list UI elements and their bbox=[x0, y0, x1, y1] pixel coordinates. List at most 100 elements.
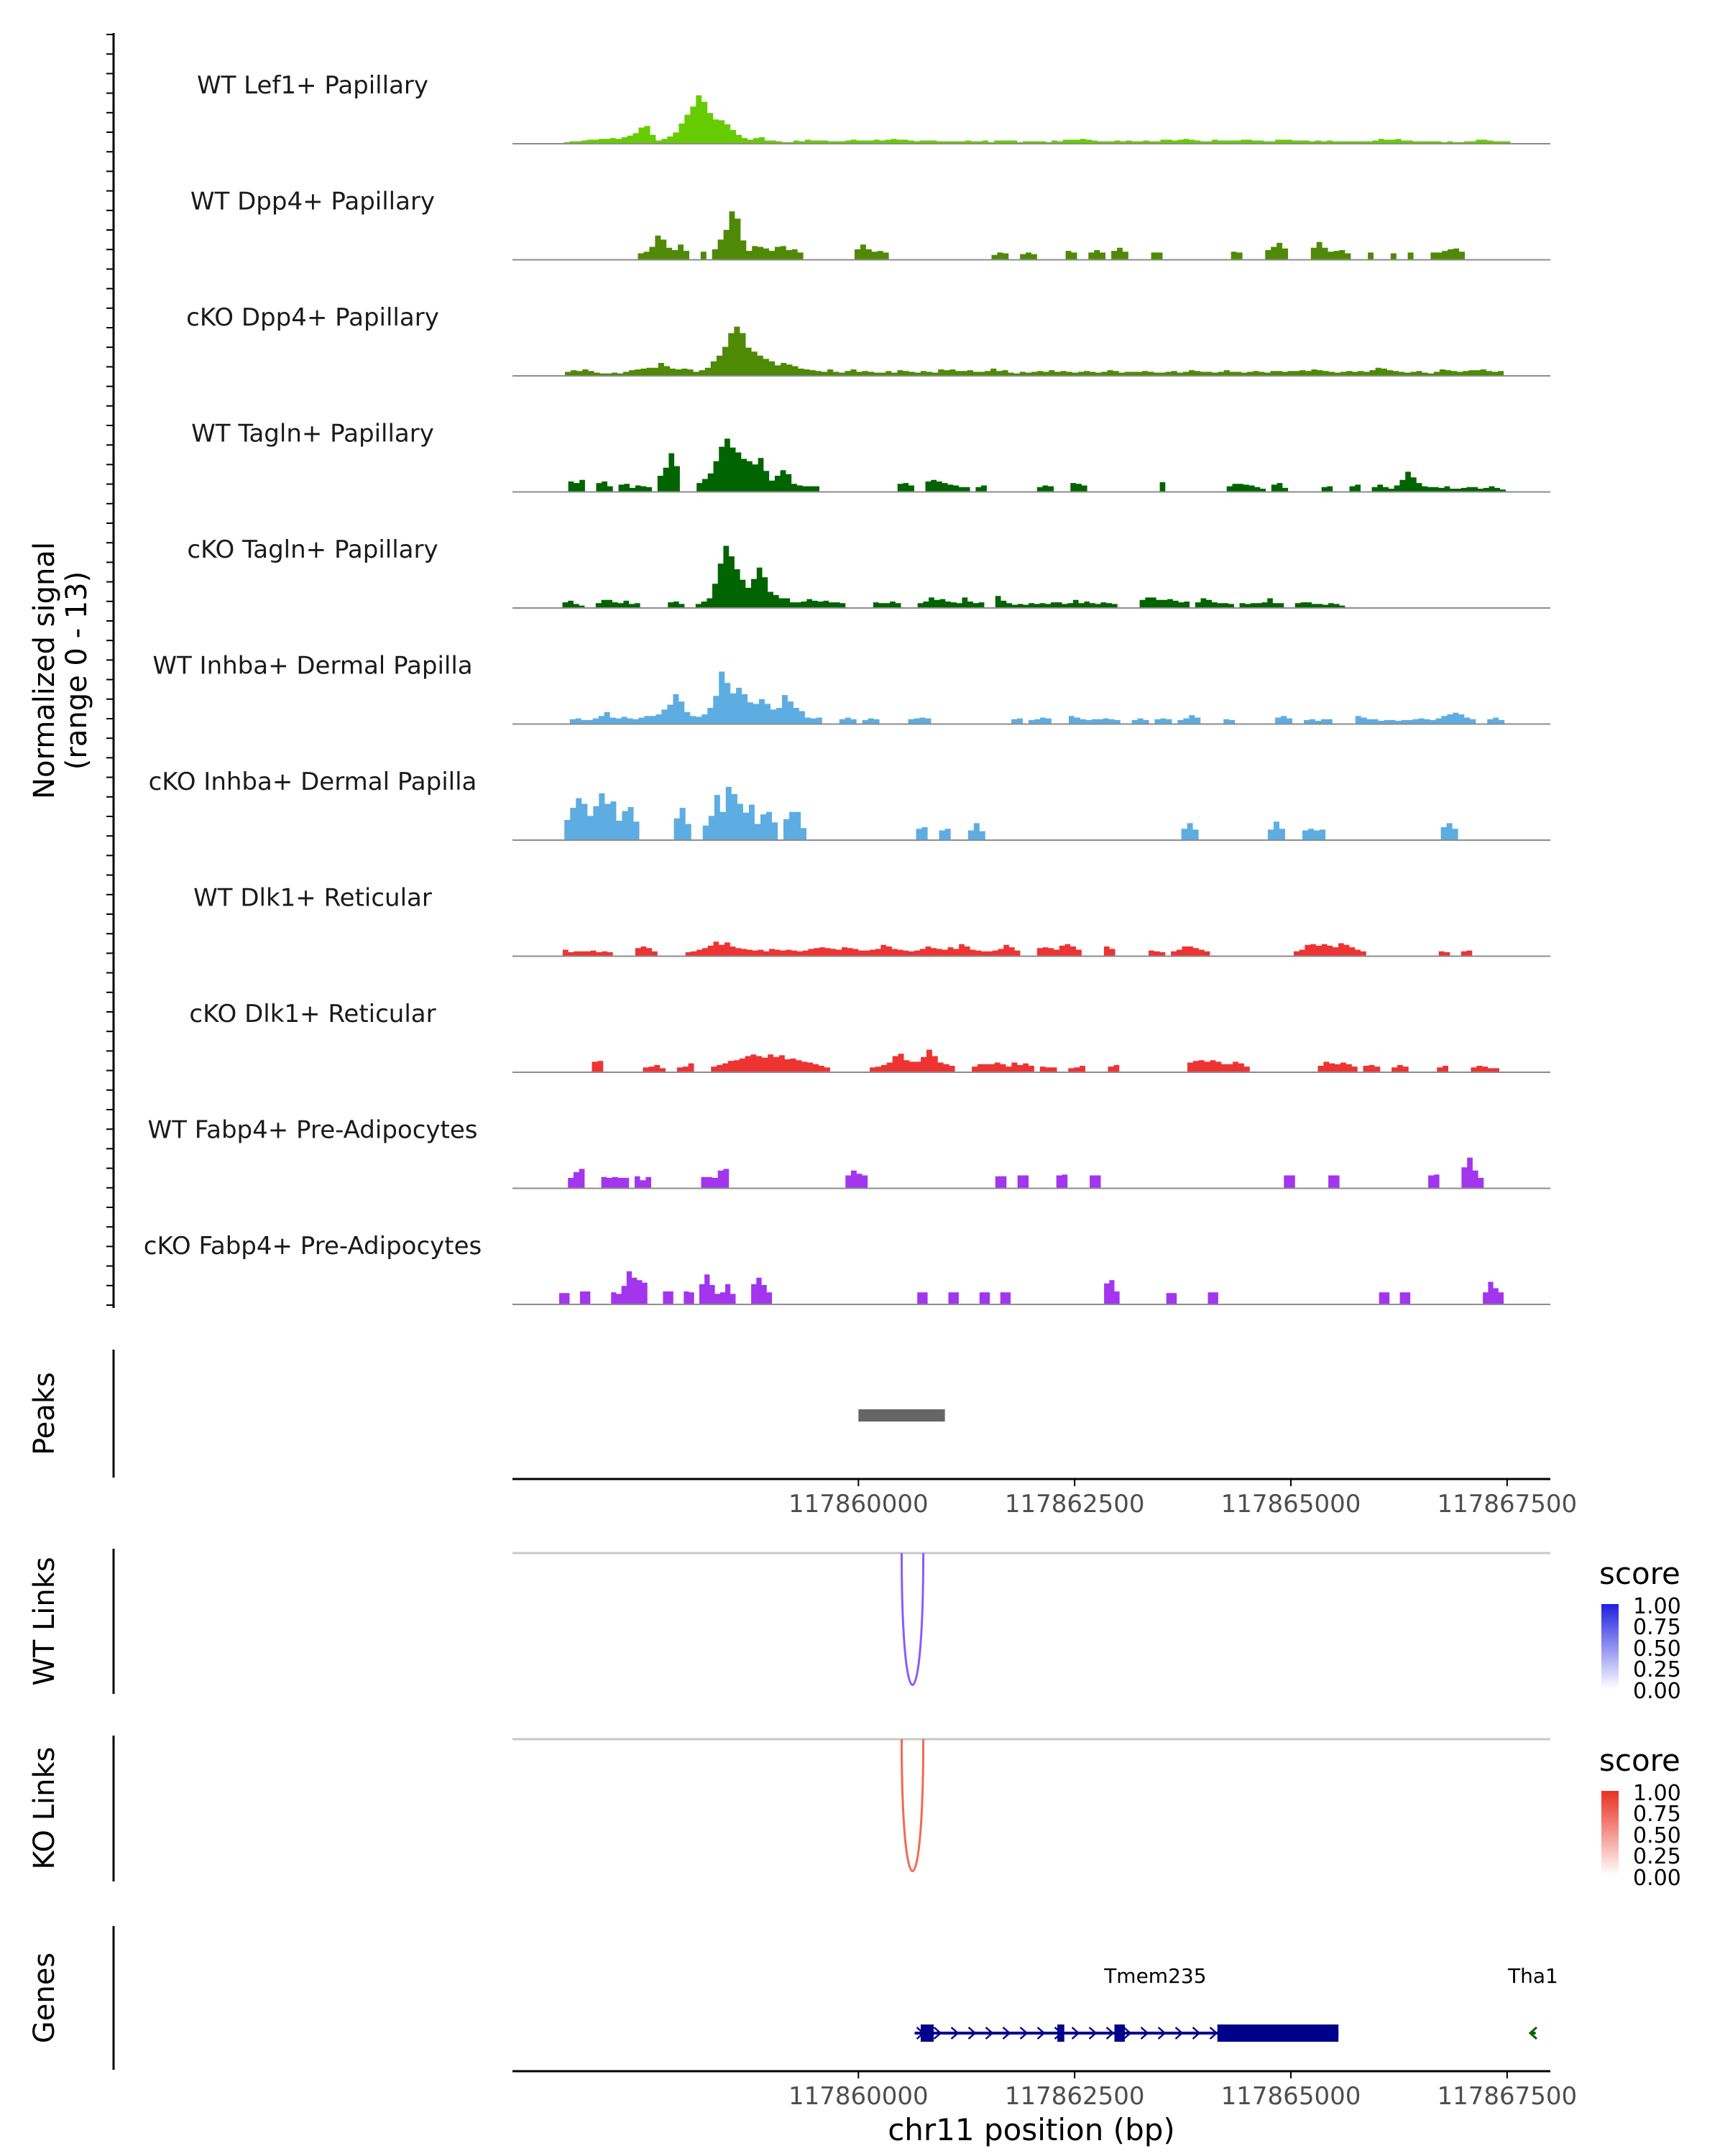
wt-score-legend: score 1.00 0.75 0.50 0.25 0.00 bbox=[1599, 1556, 1681, 1704]
track-label: WT Fabp4+ Pre-Adipocytes bbox=[148, 1116, 478, 1145]
track-3: cKO Dpp4+ Papillary bbox=[186, 303, 1550, 377]
track-area bbox=[512, 1157, 1550, 1189]
track-area bbox=[512, 438, 1550, 492]
ko-legend-tick: 0.25 bbox=[1633, 1844, 1681, 1869]
ko-legend-tick: 0.00 bbox=[1633, 1866, 1681, 1891]
x-tick-label: 117867500 bbox=[1437, 2082, 1577, 2111]
track-label: WT Tagln+ Papillary bbox=[191, 420, 434, 448]
track-label: cKO Tagln+ Papillary bbox=[187, 535, 438, 564]
gene-label: Tmem235 bbox=[1103, 1964, 1206, 1988]
track-label: cKO Inhba+ Dermal Papilla bbox=[149, 768, 477, 796]
x-axis-bottom: 117860000 117862500 117865000 117867500 bbox=[788, 2071, 1577, 2111]
strand-arrow bbox=[1071, 2027, 1080, 2040]
peak-regions bbox=[858, 1409, 945, 1422]
tracks-ylabel-line1: Normalized signal bbox=[28, 542, 61, 799]
x-tick-label: 117862500 bbox=[1005, 1490, 1145, 1519]
tracks-y-axis bbox=[106, 33, 115, 1308]
x-tick-label: 117860000 bbox=[788, 1490, 929, 1519]
track-1: WT Lef1+ Papillary bbox=[197, 71, 1550, 144]
wt-legend-tick: 0.00 bbox=[1633, 1679, 1681, 1704]
strand-arrow bbox=[1140, 2027, 1149, 2040]
track-area bbox=[512, 326, 1550, 376]
ko-legend-tick: 0.50 bbox=[1633, 1823, 1681, 1848]
gene-tha1: Tha1 bbox=[1507, 1964, 1558, 2040]
track-label: cKO Dpp4+ Papillary bbox=[186, 303, 439, 332]
track-label: WT Dpp4+ Papillary bbox=[190, 188, 435, 216]
strand-arrow bbox=[1123, 2027, 1132, 2040]
link-arc bbox=[901, 1738, 925, 1872]
tracks-y-ticks bbox=[106, 34, 114, 1306]
track-area bbox=[512, 1271, 1550, 1304]
strand-arrow bbox=[1019, 2027, 1029, 2040]
strand-arrow bbox=[1105, 2027, 1115, 2040]
x-tick-label: 117865000 bbox=[1221, 2082, 1361, 2111]
ko-legend-colorbar bbox=[1601, 1791, 1619, 1876]
track-6: WT Inhba+ Dermal Papilla bbox=[152, 652, 1550, 725]
tracks-ylabel-line2: (range 0 - 13) bbox=[60, 571, 93, 770]
strand-arrow bbox=[933, 2027, 942, 2040]
wt-legend-tick: 1.00 bbox=[1633, 1594, 1681, 1619]
track-label: cKO Dlk1+ Reticular bbox=[189, 1000, 436, 1028]
strand-arrow bbox=[950, 2027, 960, 2040]
ko-legend-title: score bbox=[1599, 1743, 1680, 1778]
track-9: cKO Dlk1+ Reticular bbox=[189, 1000, 1550, 1073]
x-tick-label: 117867500 bbox=[1437, 1490, 1577, 1519]
track-label: cKO Fabp4+ Pre-Adipocytes bbox=[144, 1232, 482, 1261]
track-5: cKO Tagln+ Papillary bbox=[187, 535, 1550, 609]
x-axis-title: chr11 position (bp) bbox=[888, 2112, 1175, 2147]
link-tracks bbox=[512, 1552, 1550, 1872]
track-10: WT Fabp4+ Pre-Adipocytes bbox=[148, 1116, 1550, 1189]
gene-models: Tmem235 Tha1 bbox=[914, 1964, 1558, 2042]
track-label: WT Dlk1+ Reticular bbox=[193, 884, 432, 913]
strand-arrow bbox=[1088, 2027, 1098, 2040]
genes-label: Genes bbox=[28, 1953, 61, 2043]
ko-links-label: KO Links bbox=[28, 1747, 61, 1870]
ko-legend-tick: 0.75 bbox=[1633, 1802, 1681, 1827]
gene-label: Tha1 bbox=[1507, 1964, 1558, 1988]
wt-legend-tick: 0.50 bbox=[1633, 1636, 1681, 1662]
track-7: cKO Inhba+ Dermal Papilla bbox=[149, 768, 1550, 841]
exon bbox=[920, 2024, 934, 2042]
strand-arrow bbox=[1209, 2027, 1218, 2040]
track-area bbox=[512, 211, 1550, 260]
strand-arrow bbox=[1002, 2027, 1011, 2040]
track-4: WT Tagln+ Papillary bbox=[191, 420, 1550, 493]
track-area bbox=[512, 545, 1550, 608]
strand-arrow bbox=[1528, 2026, 1537, 2040]
track-2: WT Dpp4+ Papillary bbox=[190, 188, 1550, 261]
track-area bbox=[512, 941, 1550, 957]
ko-legend-tick: 1.00 bbox=[1633, 1781, 1681, 1806]
gene-tmem235: Tmem235 bbox=[914, 1964, 1339, 2042]
exon bbox=[1217, 2024, 1339, 2042]
track-11: cKO Fabp4+ Pre-Adipocytes bbox=[144, 1232, 1550, 1305]
wt-legend-title: score bbox=[1599, 1556, 1680, 1591]
signal-tracks: WT Lef1+ Papillary WT Dpp4+ Papillary cKO … bbox=[144, 71, 1550, 1305]
track-label: WT Lef1+ Papillary bbox=[197, 71, 428, 100]
track-area bbox=[512, 671, 1550, 724]
track-area bbox=[512, 786, 1550, 840]
x-tick-label: 117860000 bbox=[788, 2082, 929, 2111]
strand-arrow bbox=[1157, 2027, 1167, 2040]
strand-arrow bbox=[967, 2027, 977, 2040]
wt-legend-colorbar bbox=[1601, 1604, 1619, 1689]
wt-legend-tick: 0.25 bbox=[1633, 1657, 1681, 1682]
exon bbox=[1057, 2024, 1064, 2042]
strand-arrow bbox=[1036, 2027, 1046, 2040]
peaks-label: Peaks bbox=[28, 1372, 61, 1455]
ko-score-legend: score 1.00 0.75 0.50 0.25 0.00 bbox=[1599, 1743, 1681, 1891]
peak-region bbox=[858, 1409, 945, 1422]
strand-arrow bbox=[1174, 2027, 1184, 2040]
strand-arrow bbox=[1192, 2027, 1201, 2040]
track-label: WT Inhba+ Dermal Papilla bbox=[152, 652, 472, 681]
track-area bbox=[512, 1049, 1550, 1072]
link-arc bbox=[901, 1552, 925, 1686]
wt-legend-tick: 0.75 bbox=[1633, 1615, 1681, 1640]
strand-arrow bbox=[985, 2027, 994, 2040]
x-tick-label: 117865000 bbox=[1221, 1490, 1361, 1519]
x-tick-label: 117862500 bbox=[1005, 2082, 1145, 2111]
track-8: WT Dlk1+ Reticular bbox=[193, 884, 1550, 957]
x-axis-top: 117860000 117862500 117865000 117867500 bbox=[788, 1479, 1577, 1519]
exon bbox=[1114, 2024, 1125, 2042]
